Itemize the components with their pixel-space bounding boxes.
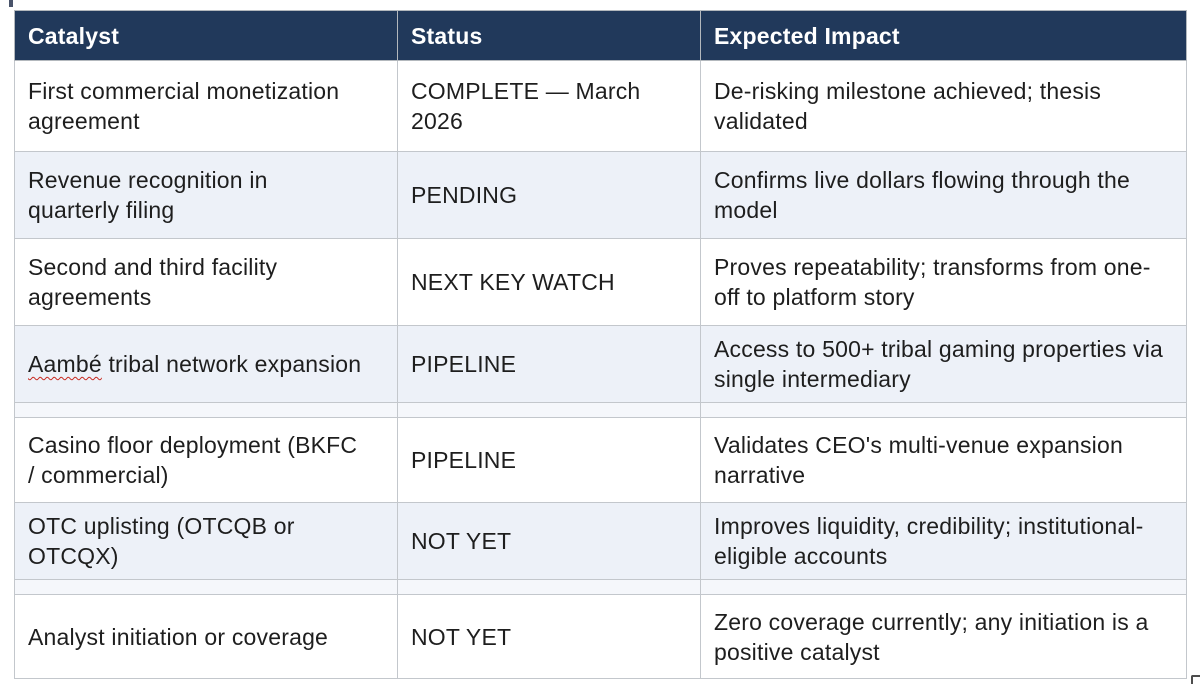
screen-artifact-top-left: [9, 0, 13, 7]
status-cell: COMPLETE — March 2026: [397, 60, 701, 152]
table-row: Aambé tribal network expansion PIPELINE …: [14, 325, 1187, 403]
status-cell: PIPELINE: [397, 325, 701, 403]
status-cell: NOT YET: [397, 594, 701, 679]
spacer-cell: [397, 579, 701, 595]
catalyst-cell: First commercial monetization agreement: [14, 60, 398, 152]
table-row: OTC uplisting (OTCQB or OTCQX) NOT YET I…: [14, 502, 1187, 580]
catalyst-cell: Aambé tribal network expansion: [14, 325, 398, 403]
catalyst-cell: Analyst initiation or coverage: [14, 594, 398, 679]
column-header-expected-impact: Expected Impact: [700, 10, 1187, 61]
header-row: Catalyst Status Expected Impact: [14, 10, 1187, 61]
catalyst-text: tribal network expansion: [101, 351, 362, 377]
impact-cell: Improves liquidity, credibility; institu…: [700, 502, 1187, 580]
catalyst-cell: Casino floor deployment (BKFC / commerci…: [14, 417, 398, 503]
column-header-status: Status: [397, 10, 701, 61]
catalyst-table: Catalyst Status Expected Impact First co…: [14, 10, 1187, 679]
spacer-row: [14, 402, 1187, 418]
impact-cell: Validates CEO's multi-venue expansion na…: [700, 417, 1187, 503]
impact-cell: De-risking milestone achieved; thesis va…: [700, 60, 1187, 152]
column-header-catalyst: Catalyst: [14, 10, 398, 61]
spacer-cell: [700, 402, 1187, 418]
spacer-cell: [397, 402, 701, 418]
catalyst-cell: Second and third facility agreements: [14, 238, 398, 326]
status-cell: NEXT KEY WATCH: [397, 238, 701, 326]
table-row: Analyst initiation or coverage NOT YET Z…: [14, 594, 1187, 679]
screen-artifact-bottom-right: [1191, 675, 1200, 684]
table-header: Catalyst Status Expected Impact: [14, 10, 1187, 61]
spacer-cell: [14, 402, 398, 418]
impact-cell: Confirms live dollars flowing through th…: [700, 151, 1187, 239]
table-row: First commercial monetization agreement …: [14, 60, 1187, 152]
table-row: Second and third facility agreements NEX…: [14, 238, 1187, 326]
misspelled-word: Aambé: [28, 351, 102, 377]
spacer-row: [14, 579, 1187, 595]
catalyst-cell: Revenue recognition in quarterly filing: [14, 151, 398, 239]
status-cell: PENDING: [397, 151, 701, 239]
impact-cell: Proves repeatability; transforms from on…: [700, 238, 1187, 326]
spacer-cell: [14, 579, 398, 595]
table-row: Revenue recognition in quarterly filing …: [14, 151, 1187, 239]
table-row: Casino floor deployment (BKFC / commerci…: [14, 417, 1187, 503]
status-cell: NOT YET: [397, 502, 701, 580]
impact-cell: Zero coverage currently; any initiation …: [700, 594, 1187, 679]
spacer-cell: [700, 579, 1187, 595]
catalyst-cell: OTC uplisting (OTCQB or OTCQX): [14, 502, 398, 580]
impact-cell: Access to 500+ tribal gaming properties …: [700, 325, 1187, 403]
status-cell: PIPELINE: [397, 417, 701, 503]
